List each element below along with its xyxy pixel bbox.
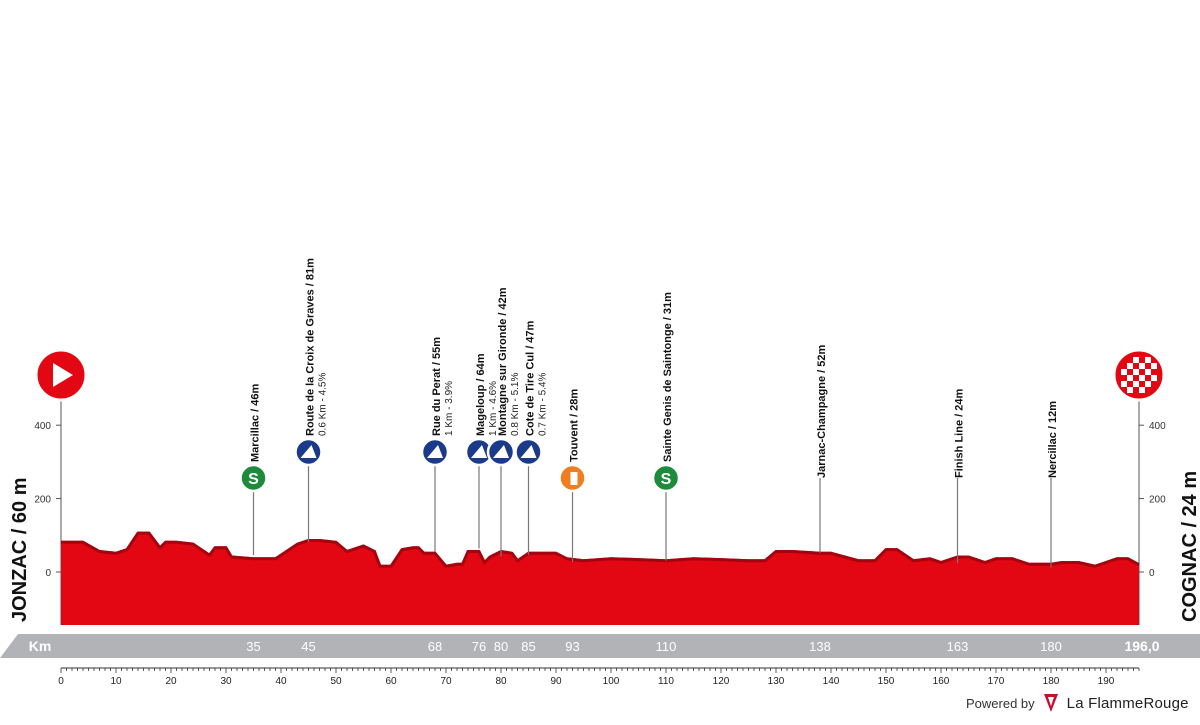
point-detail: 0.6 Km - 4.5% xyxy=(318,373,329,436)
point-name: Jarnac-Champagne / 52m xyxy=(816,345,828,478)
point-detail: 1 Km - 4.6% xyxy=(488,381,499,436)
finish-checker-cell xyxy=(1133,357,1139,363)
km-bar-point-label: 93 xyxy=(565,639,579,654)
finish-checker-cell xyxy=(1145,357,1151,363)
x-tick-label: 0 xyxy=(58,676,64,687)
sprint-icon xyxy=(651,463,681,493)
point-detail: 1 Km - 3.9% xyxy=(444,381,455,436)
km-bar-point-label: 138 xyxy=(809,639,831,654)
x-tick-label: 140 xyxy=(823,676,840,687)
point-name: Cote de Tire Cul / 47m xyxy=(525,320,537,436)
point-name: Route de la Croix de Graves / 81m xyxy=(305,258,317,436)
flame-logo-icon xyxy=(1043,693,1059,713)
x-tick-label: 120 xyxy=(713,676,730,687)
point-name: Mageloup / 64m xyxy=(475,353,487,436)
finish-checker-cell xyxy=(1145,381,1151,387)
x-tick-label: 10 xyxy=(110,676,122,687)
km-bar-point-label: 45 xyxy=(301,639,315,654)
x-tick-label: 190 xyxy=(1098,676,1115,687)
km-bar-point-label: 76 xyxy=(472,639,486,654)
finish-checker-cell xyxy=(1151,375,1157,381)
finish-checker-cell xyxy=(1133,381,1139,387)
km-bar-total: 196,0 xyxy=(1124,638,1159,654)
sprint-letter: S xyxy=(661,471,672,488)
y-tick-label: 400 xyxy=(34,421,51,432)
climb-mountain-icon xyxy=(427,445,443,458)
x-tick-label: 80 xyxy=(495,676,507,687)
x-tick-label: 60 xyxy=(385,676,397,687)
km-bar-point-label: 35 xyxy=(246,639,260,654)
point-detail: 0.7 Km - 5.4% xyxy=(538,373,549,436)
powered-by-text: Powered by xyxy=(966,695,1035,711)
finish-name: COGNAC / 24 m xyxy=(1179,471,1200,622)
km-bar-point-label: 68 xyxy=(428,639,442,654)
x-tick-label: 50 xyxy=(330,676,342,687)
x-tick-label: 180 xyxy=(1043,676,1060,687)
y-tick-label: 200 xyxy=(34,495,51,506)
point-name: Touvent / 28m xyxy=(569,389,581,462)
finish-checker-cell xyxy=(1127,387,1133,393)
x-tick-label: 40 xyxy=(275,676,287,687)
km-bar-point-label: 180 xyxy=(1040,639,1062,654)
x-tick-label: 100 xyxy=(603,676,620,687)
profile-area xyxy=(61,531,1139,625)
km-bar-title: Km xyxy=(29,638,52,654)
sprint-letter: S xyxy=(248,471,259,488)
point-name: Rue du Perat / 55m xyxy=(431,337,443,436)
finish-checker-cell xyxy=(1139,375,1145,381)
point-detail: 0.8 Km - 5.1% xyxy=(510,373,521,436)
point-name: Sainte Genis de Saintonge / 31m xyxy=(662,292,674,462)
finish-checker-cell xyxy=(1121,369,1127,375)
x-tick-label: 130 xyxy=(768,676,785,687)
km-bar-point-label: 85 xyxy=(521,639,535,654)
finish-checker-cell xyxy=(1139,363,1145,369)
climb-mountain-icon xyxy=(471,445,487,458)
x-tick-label: 170 xyxy=(988,676,1005,687)
y-tick-label: 200 xyxy=(1149,495,1166,506)
km-bar-point-label: 80 xyxy=(494,639,508,654)
finish-checker-cell xyxy=(1127,375,1133,381)
climb-mountain-icon xyxy=(300,445,317,458)
feed-bottle-icon xyxy=(570,472,578,485)
climb-mountain-icon xyxy=(493,445,509,458)
point-name: Marcillac / 46m xyxy=(250,384,262,462)
sprint-icon xyxy=(239,463,268,493)
km-bar-point-label: 163 xyxy=(947,639,969,654)
x-tick-label: 30 xyxy=(220,676,232,687)
x-tick-label: 90 xyxy=(550,676,562,687)
point-name: Finish Line / 24m xyxy=(954,389,966,478)
point-name: Montagne sur Gironde / 42m xyxy=(497,287,509,436)
x-tick-label: 20 xyxy=(165,676,177,687)
point-name: Nercillac / 12m xyxy=(1047,401,1059,478)
km-bar xyxy=(0,634,1200,658)
climb-mountain-icon xyxy=(520,445,537,458)
finish-checker-cell xyxy=(1133,369,1139,375)
finish-checker-cell xyxy=(1121,381,1127,387)
footer-credit: Powered by La FlammeRouge xyxy=(966,692,1189,714)
finish-checker-cell xyxy=(1139,387,1145,393)
finish-checker-cell xyxy=(1145,369,1151,375)
finish-checker-cell xyxy=(1127,363,1133,369)
brand-name: La FlammeRouge xyxy=(1066,694,1189,712)
x-tick-label: 160 xyxy=(933,676,950,687)
km-bar-point-label: 110 xyxy=(656,639,677,654)
x-tick-label: 110 xyxy=(658,676,674,687)
finish-checker-cell xyxy=(1151,363,1157,369)
start-name: JONZAC / 60 m xyxy=(9,478,31,622)
y-tick-label: 0 xyxy=(45,568,51,579)
x-tick-label: 150 xyxy=(878,676,895,687)
y-tick-label: 0 xyxy=(1149,568,1155,579)
x-tick-label: 70 xyxy=(440,676,452,687)
start-arrow-icon xyxy=(53,363,73,387)
y-tick-label: 400 xyxy=(1149,421,1166,432)
